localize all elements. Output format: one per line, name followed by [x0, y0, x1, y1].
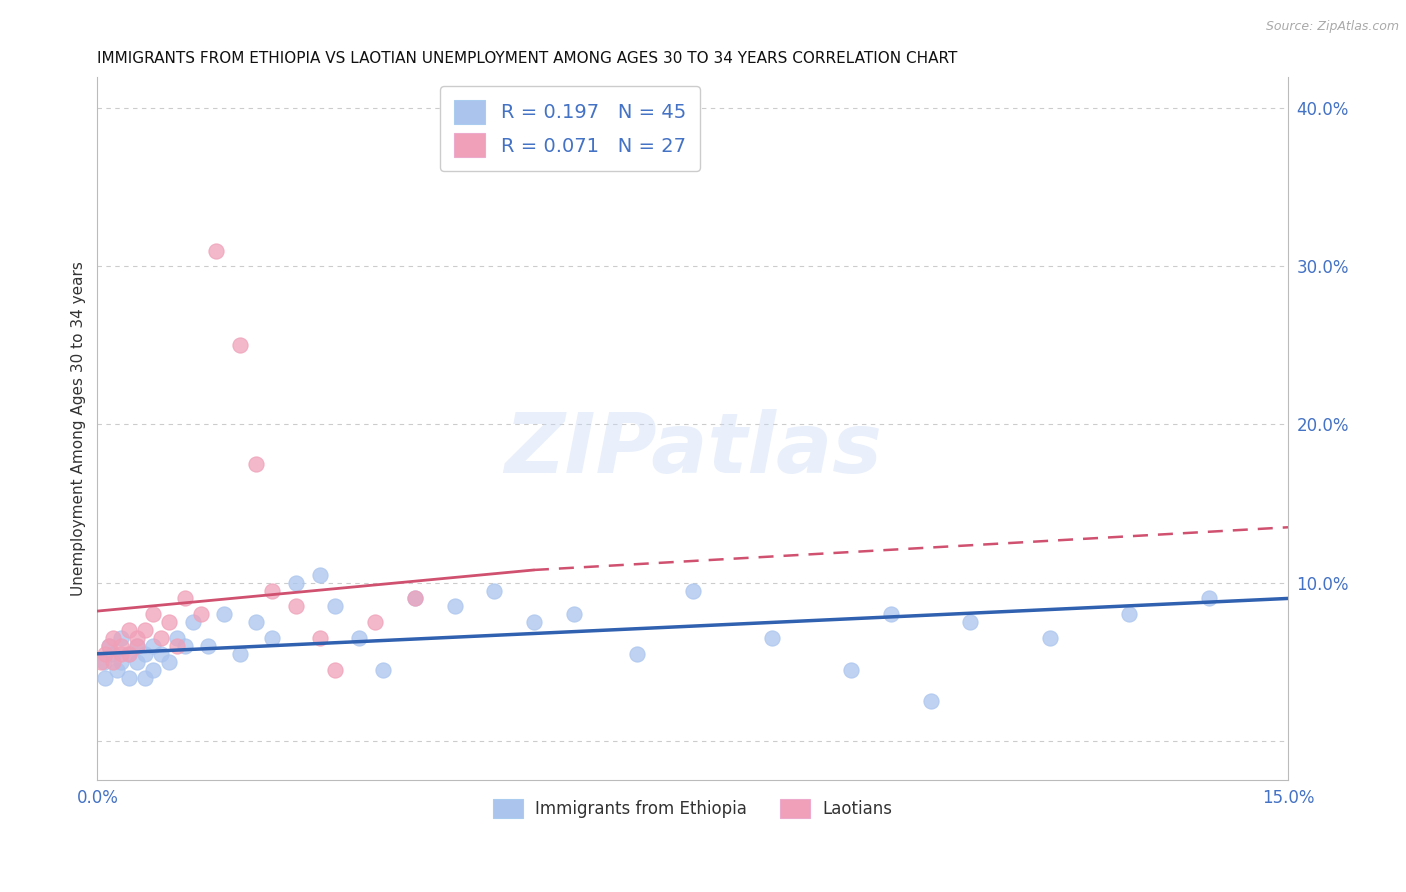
Point: [404, 591, 426, 606]
Text: IMMIGRANTS FROM ETHIOPIA VS LAOTIAN UNEMPLOYMENT AMONG AGES 30 TO 34 YEARS CORRE: IMMIGRANTS FROM ETHIOPIA VS LAOTIAN UNEM…: [97, 51, 957, 66]
Point: [103, 655, 125, 669]
Point: [125, 655, 148, 669]
Point: [404, 591, 426, 606]
Point: [166, 639, 188, 653]
Point: [103, 631, 125, 645]
Point: [110, 647, 132, 661]
Point: [98, 639, 121, 653]
Point: [142, 639, 165, 653]
Point: [110, 639, 132, 653]
Point: [443, 599, 465, 614]
Point: [761, 631, 783, 645]
Point: [94, 671, 117, 685]
Point: [134, 671, 156, 685]
Legend: Immigrants from Ethiopia, Laotians: Immigrants from Ethiopia, Laotians: [486, 792, 898, 825]
Point: [157, 655, 180, 669]
Point: [229, 338, 252, 352]
Point: [284, 599, 307, 614]
Point: [214, 607, 236, 622]
Point: [173, 591, 195, 606]
Point: [562, 607, 585, 622]
Point: [371, 663, 394, 677]
Point: [110, 631, 132, 645]
Point: [157, 615, 180, 629]
Point: [1198, 591, 1220, 606]
Point: [364, 615, 387, 629]
Point: [149, 647, 172, 661]
Point: [841, 663, 863, 677]
Point: [118, 671, 141, 685]
Point: [325, 663, 347, 677]
Point: [229, 647, 252, 661]
Point: [110, 655, 132, 669]
Point: [105, 663, 128, 677]
Point: [93, 655, 115, 669]
Point: [149, 631, 172, 645]
Point: [173, 639, 195, 653]
Point: [1039, 631, 1062, 645]
Text: ZIPatlas: ZIPatlas: [503, 409, 882, 490]
Point: [118, 647, 141, 661]
Point: [523, 615, 546, 629]
Point: [308, 567, 330, 582]
Point: [125, 639, 148, 653]
Point: [325, 599, 347, 614]
Point: [94, 647, 117, 661]
Point: [284, 575, 307, 590]
Point: [920, 694, 942, 708]
Point: [90, 655, 112, 669]
Point: [682, 583, 704, 598]
Point: [103, 647, 125, 661]
Point: [190, 607, 212, 622]
Point: [118, 623, 141, 637]
Point: [134, 623, 156, 637]
Point: [880, 607, 903, 622]
Point: [205, 244, 228, 258]
Point: [125, 639, 148, 653]
Point: [245, 615, 267, 629]
Point: [626, 647, 648, 661]
Point: [260, 583, 283, 598]
Point: [484, 583, 506, 598]
Point: [260, 631, 283, 645]
Point: [349, 631, 371, 645]
Point: [166, 631, 188, 645]
Text: Source: ZipAtlas.com: Source: ZipAtlas.com: [1265, 20, 1399, 33]
Point: [142, 663, 165, 677]
Point: [181, 615, 204, 629]
Point: [308, 631, 330, 645]
Point: [245, 457, 267, 471]
Point: [118, 647, 141, 661]
Point: [125, 631, 148, 645]
Point: [197, 639, 219, 653]
Point: [959, 615, 981, 629]
Point: [142, 607, 165, 622]
Point: [98, 639, 121, 653]
Point: [1118, 607, 1140, 622]
Point: [134, 647, 156, 661]
Y-axis label: Unemployment Among Ages 30 to 34 years: Unemployment Among Ages 30 to 34 years: [72, 261, 86, 596]
